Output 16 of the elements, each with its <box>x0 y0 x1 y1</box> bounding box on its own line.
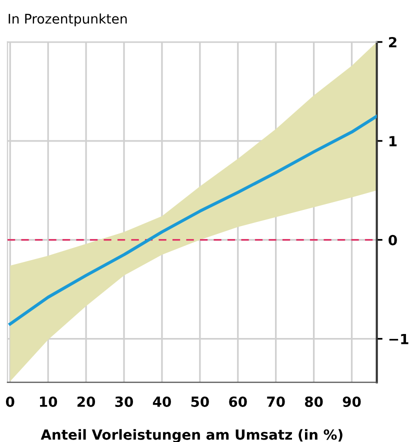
y-tick-label: 2 <box>389 36 396 48</box>
y-tick-label: 1 <box>390 136 397 146</box>
y-axis-title: In Prozentpunkten <box>8 14 127 26</box>
x-tick-label: 50 <box>191 396 209 407</box>
x-tick-label: 90 <box>342 396 361 407</box>
x-tick-label: 60 <box>229 396 247 407</box>
x-tick-label: 80 <box>304 396 323 407</box>
line-series <box>8 114 377 326</box>
y-tick-label: 0 <box>388 234 397 246</box>
x-tick-label: 20 <box>77 396 96 407</box>
x-tick-label: 70 <box>267 396 285 407</box>
y-tick-label: −1 <box>389 334 408 344</box>
x-tick-label: 0 <box>6 396 14 407</box>
x-tick-label: 40 <box>152 396 171 407</box>
x-tick-label: 10 <box>40 396 58 407</box>
x-tick-label: 30 <box>115 396 134 407</box>
